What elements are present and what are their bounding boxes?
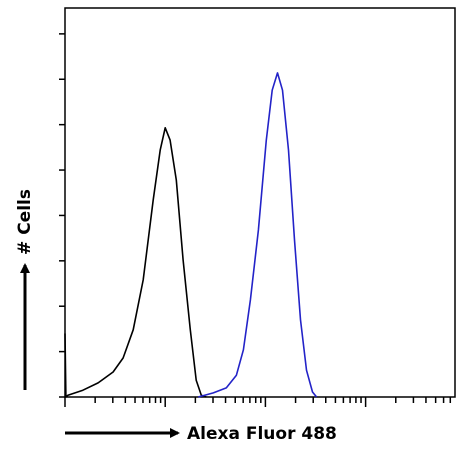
y-axis-label: # Cells (15, 189, 35, 255)
x-axis-label: Alexa Fluor 488 (187, 424, 337, 444)
plot-frame (64, 7, 456, 398)
histogram-line (64, 127, 207, 398)
histogram-line (198, 72, 318, 398)
